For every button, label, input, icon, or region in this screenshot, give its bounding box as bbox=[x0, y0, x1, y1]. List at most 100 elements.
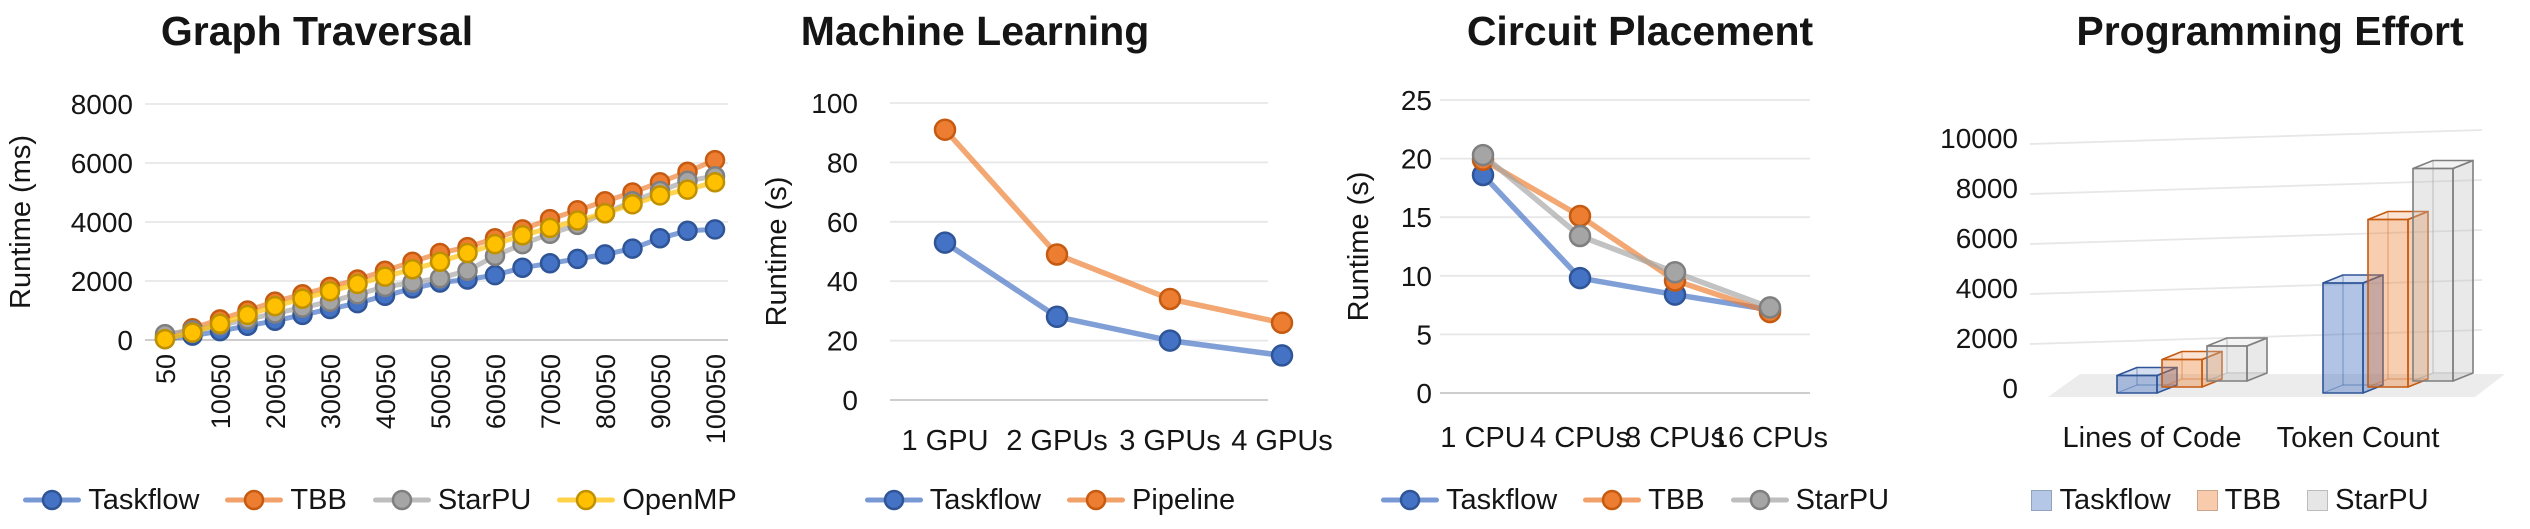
series-openmp-marker bbox=[677, 179, 698, 200]
y-tick-label: 8000 bbox=[71, 89, 133, 120]
series-pipeline-marker bbox=[933, 118, 957, 141]
gridline bbox=[2029, 279, 2483, 295]
series-taskflow-marker bbox=[539, 253, 561, 274]
series-openmp-marker bbox=[512, 225, 533, 246]
series-starpu-marker bbox=[457, 260, 478, 281]
legend-label: Taskflow bbox=[929, 483, 1041, 516]
series-starpu-line bbox=[1480, 152, 1773, 311]
bar-taskflow-token-count-edge bbox=[2322, 384, 2344, 394]
series-taskflow-marker bbox=[512, 257, 533, 278]
bar-tbb-token-count-edge bbox=[2367, 378, 2389, 388]
x-tick-label: 2 GPUs bbox=[1006, 425, 1108, 457]
bar-tbb-token-count bbox=[2367, 218, 2409, 388]
legend-item-taskflow: Taskflow bbox=[864, 483, 1041, 517]
y-tick-label: 40 bbox=[827, 266, 858, 297]
series-taskflow-marker bbox=[594, 244, 616, 265]
bar-starpu-token-count-side bbox=[2452, 159, 2474, 382]
legend-label: Taskflow bbox=[88, 483, 200, 516]
legend-machine-learning: Taskflow Pipeline bbox=[760, 481, 1340, 519]
series-pipeline-marker bbox=[1045, 243, 1069, 266]
bar-starpu-lines-of-code-edge bbox=[2206, 372, 2228, 382]
series-openmp-marker bbox=[347, 273, 368, 295]
series-taskflow-marker bbox=[622, 238, 643, 259]
tbb-swatch-icon bbox=[2196, 489, 2218, 511]
legend-label: Taskflow bbox=[2059, 483, 2171, 516]
chart-programming-effort: Programming Effort 10000 8000 6000 4000 2000… bbox=[1930, 0, 2530, 529]
series-openmp-marker bbox=[374, 266, 396, 287]
series-taskflow-marker bbox=[567, 248, 588, 270]
starpu-swatch-icon bbox=[2307, 489, 2329, 511]
y-tick-label: 10000 bbox=[1940, 123, 2018, 154]
legend-item-starpu: StarPU bbox=[372, 483, 532, 517]
legend-item-tbb: TBB bbox=[1583, 483, 1705, 517]
chart-title-circuit-placement: Circuit Placement bbox=[1466, 8, 1814, 54]
x-tick-label: 3 GPUs bbox=[1119, 425, 1221, 457]
series-tbb-marker bbox=[1568, 204, 1592, 228]
bar-starpu-lines-of-code bbox=[2206, 345, 2248, 382]
chart-machine-learning: Machine Learning 100 80 60 40 20 0 Runtime (s)… bbox=[760, 0, 1340, 529]
legend-graph-traversal: Taskflow TBB StarPU OpenMP bbox=[0, 481, 760, 519]
y-tick-label: 20 bbox=[827, 326, 858, 357]
y-tick-label: 0 bbox=[1416, 378, 1432, 409]
series-taskflow-marker bbox=[1270, 344, 1294, 367]
series-openmp-marker bbox=[622, 194, 643, 215]
starpu-line-marker-icon bbox=[372, 489, 431, 511]
bar-taskflow-lines-of-code bbox=[2116, 374, 2158, 394]
gridline bbox=[2029, 329, 2483, 345]
series-taskflow-marker bbox=[1045, 305, 1069, 329]
series-openmp-marker bbox=[457, 242, 478, 264]
legend-label: TBB bbox=[2224, 483, 2282, 516]
y-tick-label: 10 bbox=[1401, 261, 1432, 292]
legend-item-taskflow: Taskflow bbox=[2031, 483, 2171, 517]
series-starpu-marker bbox=[1663, 261, 1687, 284]
x-tick-label: 1 CPU bbox=[1440, 422, 1525, 454]
x-category-label: Token Count bbox=[2277, 422, 2440, 454]
x-tick-label: 20050 bbox=[261, 354, 291, 429]
series-tbb-line bbox=[1480, 157, 1773, 315]
bar-starpu-token-count-edge bbox=[2412, 372, 2434, 382]
taskflow-line-marker-icon bbox=[864, 489, 923, 511]
series-starpu-marker bbox=[1471, 143, 1495, 167]
tbb-line-marker-icon bbox=[225, 489, 284, 511]
legend-item-pipeline: Pipeline bbox=[1067, 484, 1235, 517]
x-tick-label: 50050 bbox=[426, 354, 456, 429]
legend-circuit-placement: Taskflow TBB StarPU bbox=[1340, 481, 1930, 519]
legend-programming-effort: Taskflow TBB StarPU bbox=[1930, 481, 2530, 519]
x-category-label: Lines of Code bbox=[2063, 422, 2242, 454]
graph-traversal-plot: 8000 6000 4000 2000 0 Runtime (ms) 50 10050 2005… bbox=[5, 89, 731, 444]
series-starpu-marker bbox=[1758, 296, 1782, 319]
legend-item-starpu: StarPU bbox=[1730, 484, 1889, 517]
series-openmp-marker bbox=[567, 210, 588, 231]
legend-label: TBB bbox=[1648, 483, 1705, 516]
tbb-line-marker-icon bbox=[1583, 489, 1642, 511]
series-openmp-marker bbox=[209, 313, 231, 335]
gridline bbox=[2029, 229, 2483, 245]
x-tick-label: 60050 bbox=[481, 354, 511, 429]
y-tick-label: 0 bbox=[842, 385, 858, 416]
starpu-line-marker-icon bbox=[1730, 489, 1789, 511]
x-tick-label: 30050 bbox=[316, 354, 346, 429]
y-axis-title: Runtime (s) bbox=[1343, 172, 1375, 322]
x-tick-label: 50 bbox=[151, 354, 181, 384]
series-taskflow-marker bbox=[933, 231, 957, 254]
series-openmp-marker bbox=[429, 251, 451, 273]
x-tick-label: 80050 bbox=[591, 354, 621, 429]
x-tick-label: 40050 bbox=[371, 354, 401, 429]
chart-title-machine-learning: Machine Learning bbox=[800, 8, 1150, 54]
y-tick-label: 5 bbox=[1416, 319, 1432, 350]
series-starpu-marker bbox=[1568, 224, 1592, 248]
legend-label: StarPU bbox=[437, 483, 532, 516]
y-axis-title: Runtime (s) bbox=[761, 177, 793, 327]
legend-item-taskflow: Taskflow bbox=[23, 484, 199, 517]
x-tick-label: 90050 bbox=[646, 354, 676, 429]
x-tick-label: 70050 bbox=[536, 354, 566, 429]
legend-item-taskflow: Taskflow bbox=[1380, 484, 1557, 517]
y-tick-label: 0 bbox=[117, 325, 133, 356]
series-openmp-marker bbox=[539, 217, 561, 239]
series-openmp-marker bbox=[154, 328, 176, 350]
chart-title-programming-effort: Programming Effort bbox=[2076, 8, 2464, 54]
series-pipeline-line bbox=[942, 126, 1285, 326]
chart-title-graph-traversal: Graph Traversal bbox=[160, 8, 474, 54]
